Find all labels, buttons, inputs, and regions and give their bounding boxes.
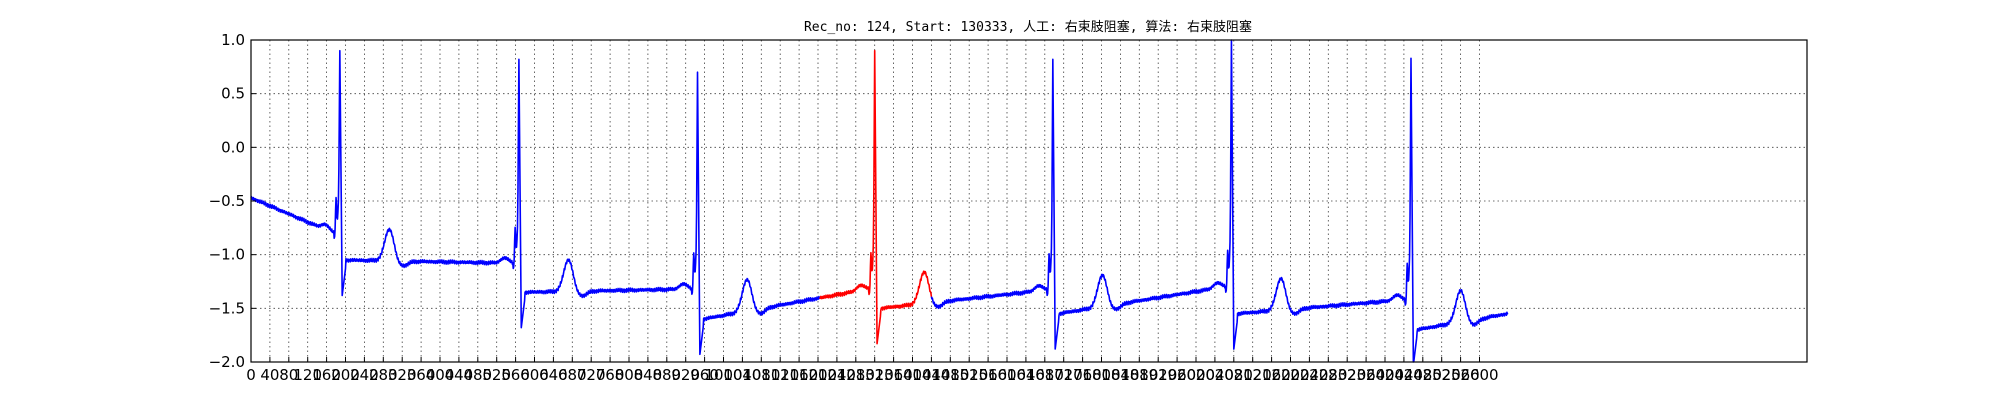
y-axis: 1.0 0.5 0.0 −0.5 −1.0 −1.5 −2.0 bbox=[209, 31, 256, 371]
x-tick-label: 1720 bbox=[1045, 366, 1083, 384]
chart-title: Rec_no: 124, Start: 130333, 人工: 右束肢阻塞, 算… bbox=[804, 19, 1252, 35]
y-tick-label: −1.5 bbox=[209, 299, 245, 317]
y-tick-label: −1.0 bbox=[209, 246, 245, 264]
x-tick-label: 2240 bbox=[1290, 366, 1328, 384]
x-axis: 0 40 8012016020024028032036040044048052056… bbox=[246, 357, 1499, 384]
x-tick-label: 2400 bbox=[1366, 366, 1404, 384]
ecg-trace-segment bbox=[250, 49, 821, 356]
x-tick-label: 1800 bbox=[1082, 366, 1120, 384]
x-tick-label: 600 bbox=[520, 366, 549, 384]
x-tick-label: 1280 bbox=[837, 366, 875, 384]
x-tick-label: 0 bbox=[246, 366, 256, 384]
x-tick-label: 1840 bbox=[1101, 366, 1139, 384]
x-tick-label: 800 bbox=[615, 366, 644, 384]
x-tick-label: 40 bbox=[260, 366, 279, 384]
x-tick-label: 1960 bbox=[1158, 366, 1196, 384]
x-tick-label: 120 bbox=[293, 366, 322, 384]
x-tick-label: 80 bbox=[279, 366, 298, 384]
y-tick-label: −0.5 bbox=[209, 192, 245, 210]
x-tick-label: 440 bbox=[445, 366, 474, 384]
x-tick-label: 2080 bbox=[1215, 366, 1253, 384]
x-tick-label: 2440 bbox=[1385, 366, 1423, 384]
x-tick-label: 1000 bbox=[704, 366, 742, 384]
grid-lines bbox=[250, 39, 1807, 363]
plot-frame bbox=[250, 39, 1808, 363]
x-tick-label: 2040 bbox=[1196, 366, 1234, 384]
x-tick-label: 1680 bbox=[1026, 366, 1064, 384]
x-tick-label: 480 bbox=[463, 366, 492, 384]
x-tick-label: 1120 bbox=[761, 366, 799, 384]
x-tick-label: 2320 bbox=[1328, 366, 1366, 384]
x-tick-label: 880 bbox=[652, 366, 681, 384]
x-tick-label: 320 bbox=[388, 366, 417, 384]
x-tick-label: 760 bbox=[596, 366, 625, 384]
y-tick-label: 0.5 bbox=[221, 85, 245, 103]
x-tick-label: 1480 bbox=[931, 366, 969, 384]
x-tick-label: 360 bbox=[407, 366, 436, 384]
ecg-series bbox=[250, 39, 1509, 363]
x-tick-label: 2360 bbox=[1347, 366, 1385, 384]
x-tick-label: 1880 bbox=[1120, 366, 1158, 384]
ecg-trace-segment bbox=[930, 39, 1509, 363]
x-tick-label: 680 bbox=[558, 366, 587, 384]
x-tick-label: 2280 bbox=[1309, 366, 1347, 384]
x-tick-label: 2480 bbox=[1404, 366, 1442, 384]
x-tick-label: 960 bbox=[690, 366, 719, 384]
x-tick-label: 920 bbox=[671, 366, 700, 384]
x-tick-label: 2120 bbox=[1234, 366, 1272, 384]
x-tick-label: 2520 bbox=[1423, 366, 1461, 384]
x-tick-label: 1640 bbox=[1007, 366, 1045, 384]
ecg-highlight-segment bbox=[819, 49, 933, 345]
x-tick-label: 2560 bbox=[1442, 366, 1480, 384]
x-tick-label: 840 bbox=[634, 366, 663, 384]
x-tick-label: 1520 bbox=[950, 366, 988, 384]
x-tick-label: 1160 bbox=[780, 366, 818, 384]
x-tick-label: 720 bbox=[577, 366, 606, 384]
x-tick-label: 200 bbox=[331, 366, 360, 384]
x-tick-label: 1240 bbox=[818, 366, 856, 384]
y-tick-label: 1.0 bbox=[221, 31, 245, 49]
x-tick-label: 640 bbox=[539, 366, 568, 384]
x-tick-label: 2000 bbox=[1177, 366, 1215, 384]
x-tick-label: 1320 bbox=[856, 366, 894, 384]
x-tick-label: 1560 bbox=[969, 366, 1007, 384]
y-tick-label: 0.0 bbox=[221, 138, 245, 156]
x-tick-label: 1200 bbox=[799, 366, 837, 384]
x-tick-label: 1920 bbox=[1139, 366, 1177, 384]
x-tick-label: 240 bbox=[350, 366, 379, 384]
y-tick-label: −2.0 bbox=[209, 353, 245, 371]
x-tick-label: 1760 bbox=[1064, 366, 1102, 384]
x-tick-label: 1080 bbox=[742, 366, 780, 384]
x-tick-label: 400 bbox=[426, 366, 455, 384]
x-tick-label: 560 bbox=[501, 366, 530, 384]
x-tick-label: 1400 bbox=[893, 366, 931, 384]
x-tick-label: 520 bbox=[482, 366, 511, 384]
x-tick-label: 2600 bbox=[1460, 366, 1498, 384]
x-tick-label: 1440 bbox=[912, 366, 950, 384]
x-tick-label: 1040 bbox=[723, 366, 761, 384]
x-tick-label: 1360 bbox=[875, 366, 913, 384]
x-tick-label: 160 bbox=[312, 366, 341, 384]
x-tick-label: 1600 bbox=[988, 366, 1026, 384]
x-tick-label: 2160 bbox=[1253, 366, 1291, 384]
x-tick-label: 280 bbox=[369, 366, 398, 384]
x-tick-label: 2200 bbox=[1271, 366, 1309, 384]
